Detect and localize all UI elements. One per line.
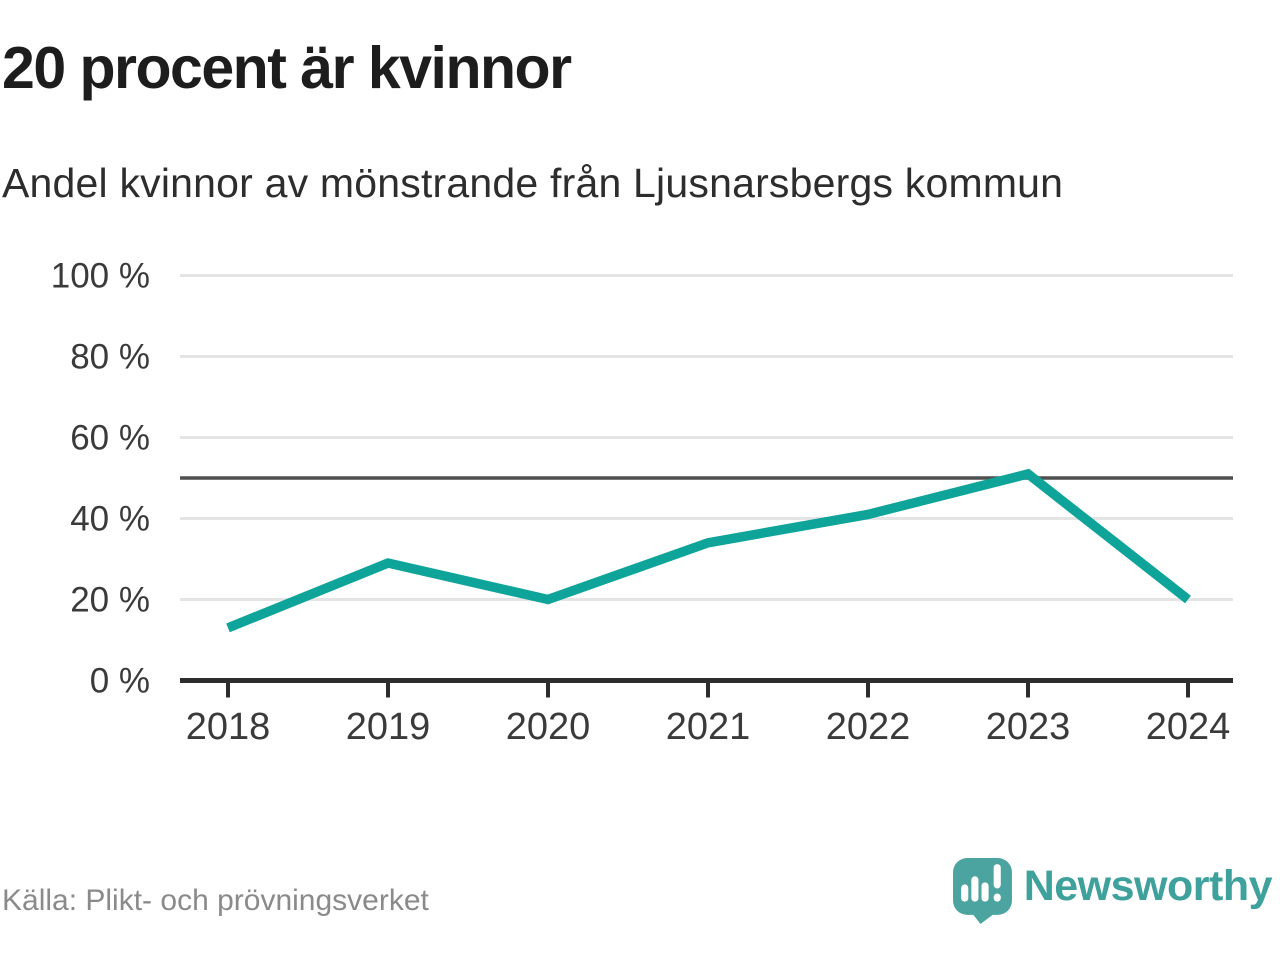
y-tick-label: 80 % (70, 338, 150, 377)
y-tick-label: 20 % (70, 581, 150, 620)
source-note: Källa: Plikt- och prövningsverket (2, 884, 429, 917)
bar-1 (960, 884, 969, 902)
exclamation-dot (993, 893, 1001, 902)
brand-wordmark: Newsworthy (1023, 862, 1273, 910)
newsworthy-logo: Newsworthy (952, 858, 1273, 924)
exclamation-bar (993, 864, 1001, 889)
x-tick-label: 2020 (506, 706, 591, 748)
y-tick-label: 60 % (70, 419, 150, 458)
chart-title: 20 procent är kvinnor (2, 35, 572, 101)
x-tick-label: 2024 (1146, 706, 1231, 748)
bar-3 (981, 882, 989, 902)
y-tick-label: 40 % (70, 500, 150, 539)
data-line (226, 468, 1191, 633)
y-tick-label: 0 % (90, 662, 150, 701)
x-tick-label: 2022 (826, 706, 911, 748)
x-tick-label: 2023 (986, 706, 1071, 748)
newsworthy-bubble-icon (952, 858, 1012, 924)
bar-2 (971, 876, 979, 902)
y-tick-label: 100 % (51, 257, 150, 296)
chart-subtitle: Andel kvinnor av mönstrande från Ljusnar… (2, 160, 1064, 206)
x-tick-label: 2019 (346, 706, 431, 748)
x-tick-label: 2021 (666, 706, 751, 748)
x-tick-label: 2018 (186, 706, 271, 748)
